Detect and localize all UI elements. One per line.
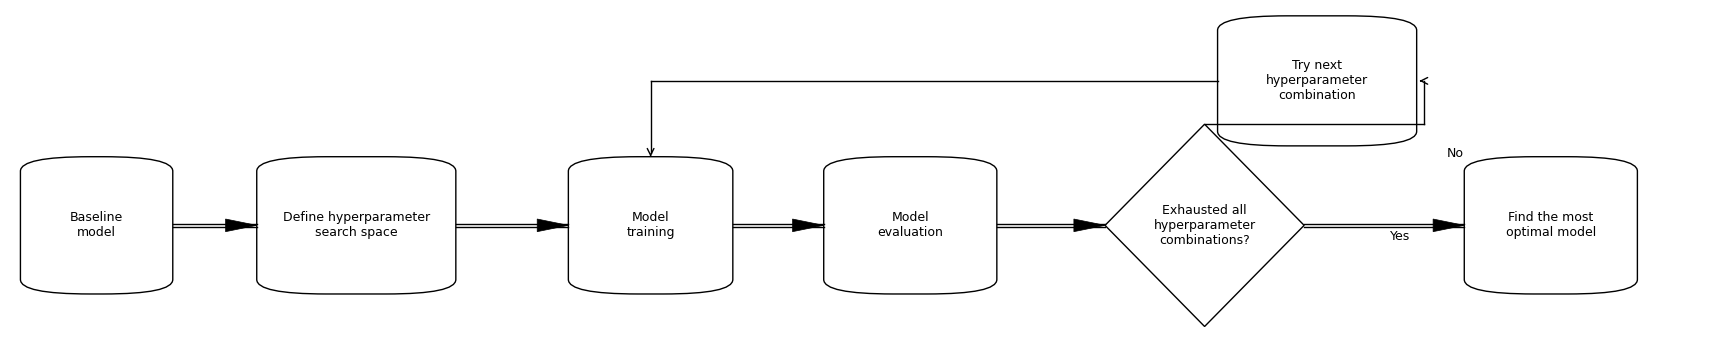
Text: Exhausted all
hyperparameter
combinations?: Exhausted all hyperparameter combination… bbox=[1153, 204, 1255, 247]
FancyBboxPatch shape bbox=[21, 157, 173, 294]
Text: Model
training: Model training bbox=[626, 211, 675, 240]
Text: No: No bbox=[1446, 147, 1463, 159]
Polygon shape bbox=[1105, 124, 1304, 327]
Text: Yes: Yes bbox=[1391, 230, 1410, 243]
FancyBboxPatch shape bbox=[1217, 16, 1417, 146]
FancyBboxPatch shape bbox=[569, 157, 733, 294]
Polygon shape bbox=[538, 219, 569, 232]
Text: Find the most
optimal model: Find the most optimal model bbox=[1505, 211, 1595, 240]
FancyBboxPatch shape bbox=[1463, 157, 1637, 294]
Text: Try next
hyperparameter
combination: Try next hyperparameter combination bbox=[1266, 59, 1368, 102]
Text: Model
evaluation: Model evaluation bbox=[877, 211, 943, 240]
Polygon shape bbox=[1073, 219, 1105, 232]
Polygon shape bbox=[225, 219, 257, 232]
FancyBboxPatch shape bbox=[824, 157, 997, 294]
FancyBboxPatch shape bbox=[257, 157, 456, 294]
Text: Baseline
model: Baseline model bbox=[69, 211, 123, 240]
Polygon shape bbox=[792, 219, 824, 232]
Polygon shape bbox=[1432, 219, 1463, 232]
Text: Define hyperparameter
search space: Define hyperparameter search space bbox=[283, 211, 430, 240]
